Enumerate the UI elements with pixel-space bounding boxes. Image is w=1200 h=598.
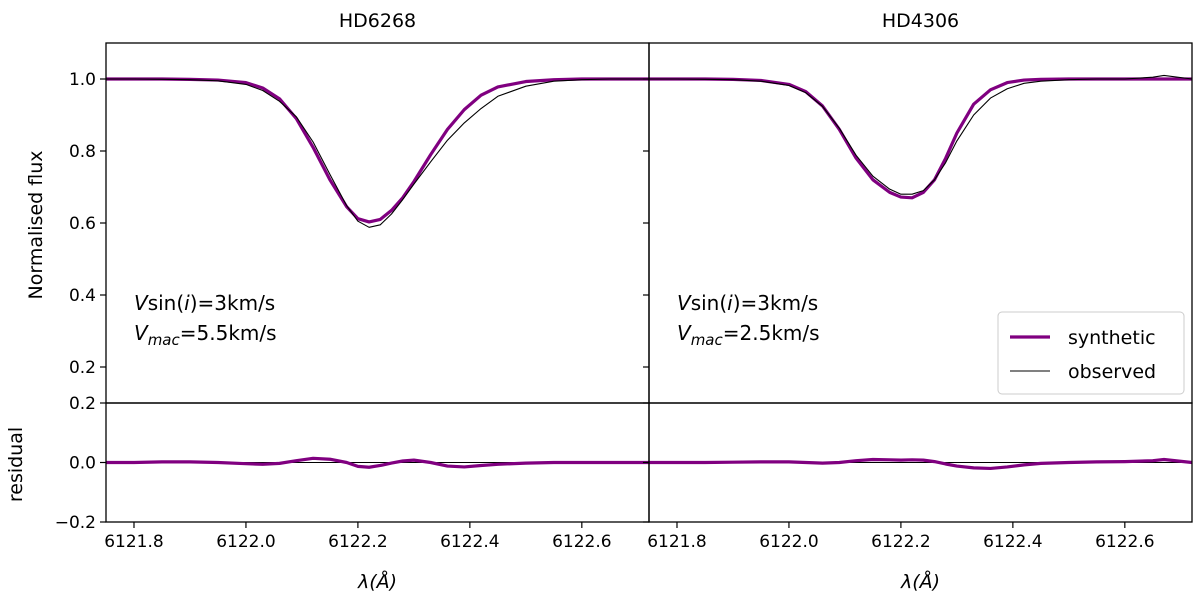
series-synthetic-line — [649, 77, 1192, 200]
x-label-lambda: λ( — [900, 571, 921, 593]
x-ticks: 6121.8 6122.0 6122.2 6122.4 6122.6 6121.8 6122… — [104, 522, 1155, 552]
x-tick-label: 6121.8 — [104, 532, 163, 552]
legend: synthetic observed — [997, 311, 1185, 395]
y-tick-label-top: 0.6 — [69, 214, 96, 234]
x-tick-label: 6122.6 — [1095, 532, 1154, 552]
annot-v: V — [134, 291, 149, 315]
annotation-vmac: Vmac=2.5km/s — [677, 321, 820, 349]
panel-title-1: HD4306 — [882, 10, 959, 32]
x-label-unit: Å — [918, 570, 933, 593]
x-tick-label: 6122.0 — [216, 532, 275, 552]
annot-sin: sin( — [691, 291, 727, 315]
annot-i: i — [727, 291, 733, 315]
flux-panel-0 — [106, 77, 649, 228]
annot-v: V — [677, 291, 692, 315]
series-residual-line — [649, 457, 1192, 471]
annot-sin: sin( — [148, 291, 184, 315]
y-tick-label-top: 1.0 — [69, 70, 96, 90]
x-tick-label: 6122.6 — [552, 532, 611, 552]
y-tick-label-top: 0.8 — [69, 142, 96, 162]
x-tick-label: 6122.4 — [440, 532, 499, 552]
series-observed-line — [649, 74, 1192, 195]
flux-plots — [106, 74, 1192, 228]
series-observed-line — [106, 78, 649, 228]
x-tick-label: 6122.0 — [759, 532, 818, 552]
annot-vmac-sub: mac — [148, 331, 181, 349]
x-axis-label-0: λ(Å) — [357, 570, 397, 593]
x-tick-label: 6121.8 — [647, 532, 706, 552]
x-label-close: ) — [388, 571, 397, 593]
annot-vmac-v: V — [677, 321, 692, 345]
y-tick-label-bottom: −0.2 — [55, 513, 96, 533]
annot-vmac-value: =5.5km/s — [180, 321, 277, 345]
axes-frames — [105, 42, 1193, 523]
legend-box — [997, 311, 1185, 395]
annot-vmac-value: =2.5km/s — [723, 321, 820, 345]
y-axis-label-flux: Normalised flux — [25, 151, 47, 300]
annot-vmac-v: V — [134, 321, 149, 345]
x-label-unit: Å — [375, 570, 390, 593]
flux-panel-1 — [649, 74, 1192, 200]
panel-title-0: HD6268 — [339, 10, 416, 32]
panel-titles: HD6268 HD4306 — [339, 10, 959, 32]
x-label-close: ) — [931, 571, 940, 593]
y-tick-label-bottom: 0.2 — [69, 394, 96, 414]
series-synthetic-line — [106, 77, 649, 224]
annot-vmac-sub: mac — [691, 331, 724, 349]
x-tick-label: 6122.4 — [983, 532, 1042, 552]
annotation-vsini: Vsin(i)=3km/s — [134, 291, 275, 315]
x-tick-label: 6122.2 — [871, 532, 930, 552]
frame-top-0 — [105, 42, 650, 404]
y-tick-label-bottom: 0.0 — [69, 454, 96, 474]
annotation-vsini: Vsin(i)=3km/s — [677, 291, 818, 315]
legend-label-observed: observed — [1068, 361, 1156, 383]
x-axis-label-1: λ(Å) — [900, 570, 940, 593]
y-tick-label-top: 0.4 — [69, 286, 96, 306]
series-residual-line — [106, 456, 649, 469]
y-axis-label-residual: residual — [5, 427, 27, 502]
annot-vsini-value: )=3km/s — [733, 291, 819, 315]
parameter-annotations: Vsin(i)=3km/sVmac=5.5km/sVsin(i)=3km/sVm… — [134, 291, 820, 349]
x-label-lambda: λ( — [357, 571, 378, 593]
y-tick-label-top: 0.2 — [69, 358, 96, 378]
x-tick-label: 6122.2 — [328, 532, 387, 552]
residual-plots — [106, 456, 1192, 471]
residual-panel-1 — [649, 457, 1192, 471]
residual-panel-0 — [106, 456, 649, 469]
legend-label-synthetic: synthetic — [1068, 327, 1156, 349]
annot-i: i — [184, 291, 190, 315]
annot-vsini-value: )=3km/s — [190, 291, 276, 315]
annotation-vmac: Vmac=5.5km/s — [134, 321, 277, 349]
y-ticks: 0.2 0.4 0.6 0.8 1.0 −0.2 0.0 0.2 — [55, 70, 649, 533]
